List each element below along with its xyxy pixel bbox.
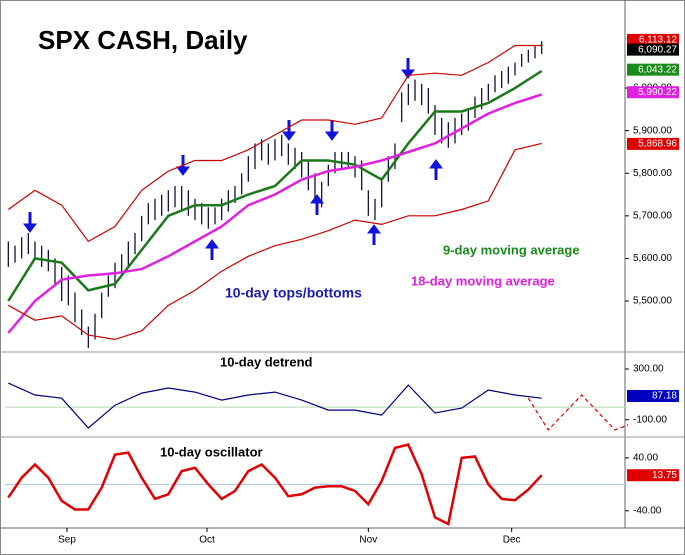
series-line xyxy=(8,142,542,341)
panel-title: 10-day oscillator xyxy=(160,444,263,459)
value-tag xyxy=(627,43,679,56)
value-tag xyxy=(627,137,679,150)
down-arrow xyxy=(23,212,37,233)
value-tag xyxy=(627,33,679,46)
value-tag-label: 5,868.96 xyxy=(638,139,677,150)
x-tick-label: Nov xyxy=(359,535,377,546)
series-line xyxy=(8,382,542,429)
value-tag-label: 13.75 xyxy=(652,470,677,481)
series-line xyxy=(7,443,543,526)
up-arrow xyxy=(429,159,443,180)
up-arrow xyxy=(310,194,324,215)
y-tick-label: -100.00 xyxy=(633,414,667,425)
series-label: 9-day moving average xyxy=(443,242,580,257)
value-tag xyxy=(627,389,679,402)
x-tick-label: Sep xyxy=(58,535,76,546)
y-tick-label: 40.00 xyxy=(633,453,658,464)
up-arrow xyxy=(367,224,381,245)
value-tag-label: 6,090.27 xyxy=(638,44,677,55)
panel-title: 10-day detrend xyxy=(220,354,313,369)
down-arrow xyxy=(401,58,415,79)
up-arrow xyxy=(205,239,219,260)
series-line xyxy=(527,394,629,431)
x-tick-label: Oct xyxy=(199,535,215,546)
series-line xyxy=(7,44,542,243)
chart-title: SPX CASH, Daily xyxy=(38,25,248,55)
y-tick-label: 5,600.00 xyxy=(633,253,672,264)
y-tick-label: 5,900.00 xyxy=(633,125,672,136)
series-line xyxy=(7,93,543,334)
y-tick-label: -40.00 xyxy=(633,505,662,516)
annotation: 10-day tops/bottoms xyxy=(225,285,362,301)
value-tag-label: 5,990.22 xyxy=(638,87,677,98)
down-arrow xyxy=(325,120,339,141)
value-tag-label: 87.18 xyxy=(652,391,677,402)
y-tick-label: 300.00 xyxy=(633,364,664,375)
y-tick-label: 5,700.00 xyxy=(633,210,672,221)
y-tick-label: 5,800.00 xyxy=(633,168,672,179)
y-tick-label: 5,500.00 xyxy=(633,296,672,307)
value-tag xyxy=(627,63,679,76)
value-tag-label: 6,043.22 xyxy=(638,64,677,75)
top-bottom-arrows xyxy=(23,58,443,260)
value-tag xyxy=(627,86,679,99)
series-label: 18-day moving average xyxy=(411,273,555,288)
down-arrow xyxy=(282,120,296,141)
x-tick-label: Dec xyxy=(503,535,521,546)
value-tag xyxy=(627,469,679,482)
value-tag-label: 6,113.12 xyxy=(639,35,678,46)
series-line xyxy=(7,69,543,302)
